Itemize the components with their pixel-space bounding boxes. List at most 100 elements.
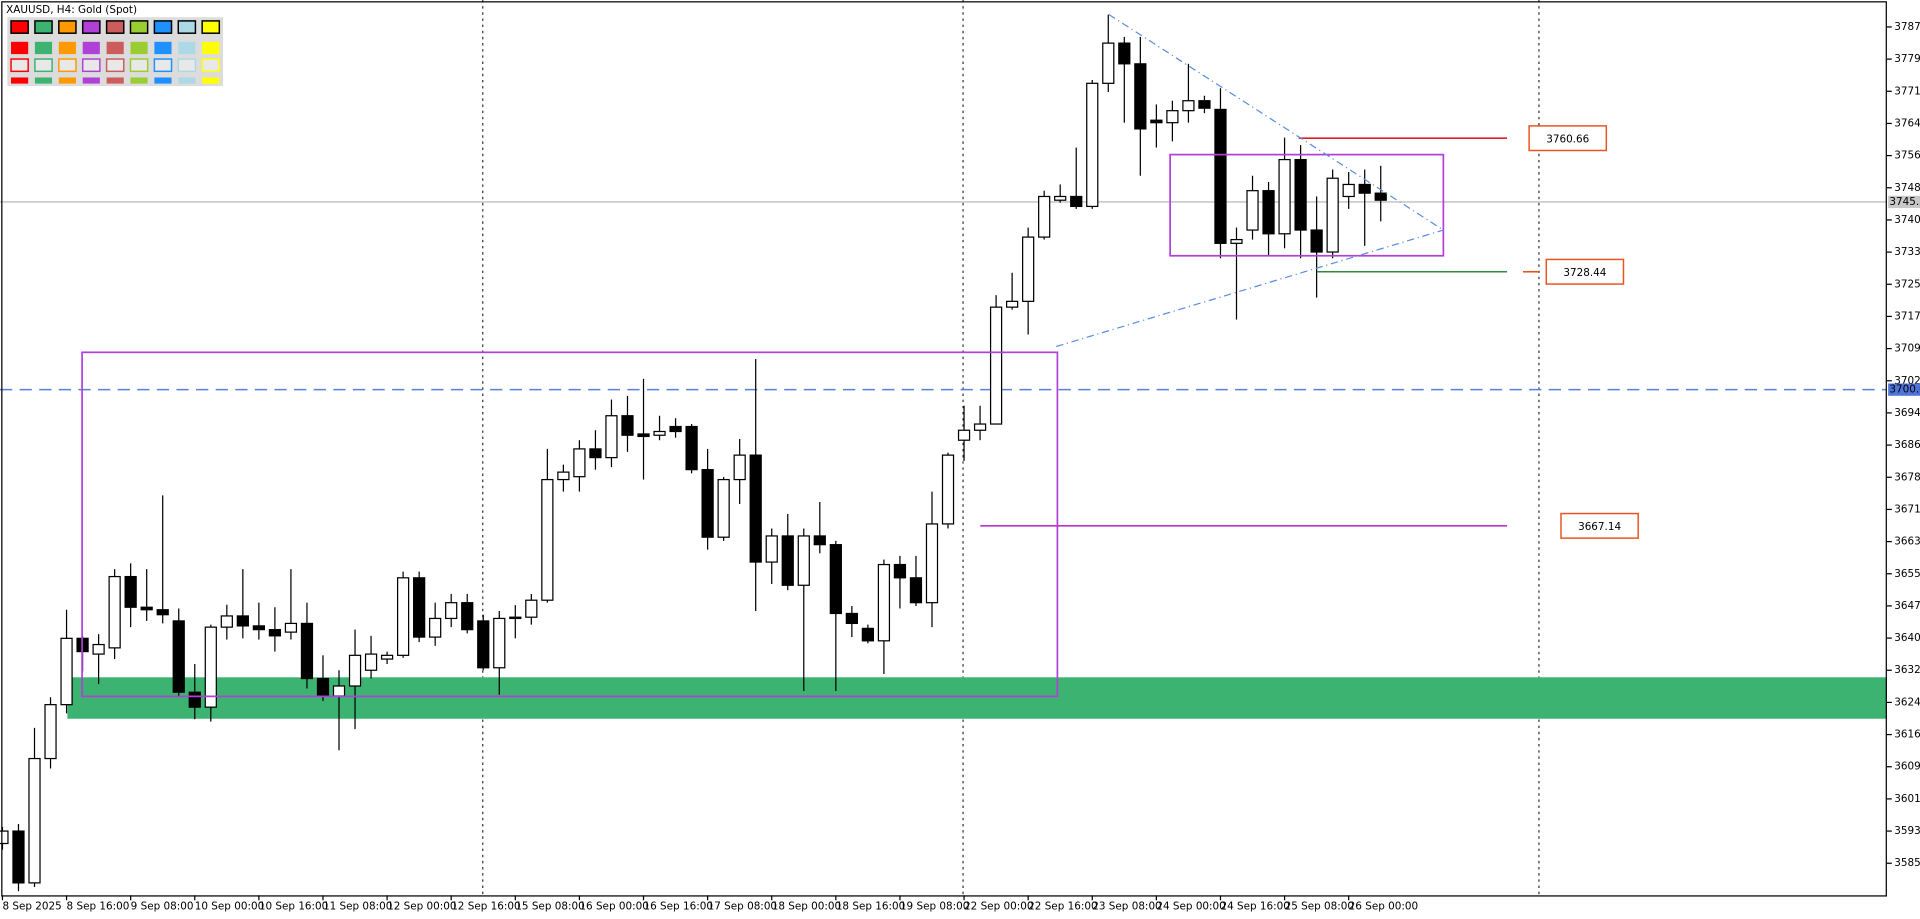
bear-candle	[1070, 195, 1083, 208]
palette-swatch[interactable]	[130, 77, 148, 84]
x-tick-label: 16 Sep 00:00	[579, 900, 648, 912]
palette-swatch[interactable]	[105, 58, 125, 73]
bear-candle	[781, 535, 794, 586]
bear-candle	[589, 448, 602, 459]
palette-swatch[interactable]	[10, 58, 29, 73]
bear-candle	[893, 563, 907, 579]
level-label: 3760.66	[1546, 133, 1589, 145]
bear-candle	[316, 677, 330, 697]
bear-candle	[12, 830, 25, 884]
palette-swatch[interactable]	[153, 20, 173, 34]
y-tick-label: 3717.66	[1894, 310, 1920, 322]
palette-swatch[interactable]	[202, 77, 220, 84]
bull-candle	[429, 617, 442, 638]
palette-swatch[interactable]	[177, 20, 197, 34]
palette-swatch[interactable]	[178, 77, 196, 84]
bull-candle	[525, 599, 538, 618]
y-tick-label: 3756.46	[1894, 150, 1920, 162]
palette-swatch[interactable]	[58, 77, 76, 84]
palette-swatch[interactable]	[177, 58, 197, 73]
bull-candle	[973, 423, 987, 431]
palette-swatch[interactable]	[129, 58, 149, 73]
overlays: 3760.66 3728.44 3667.14	[81, 13, 1639, 698]
bull-candle	[44, 704, 57, 760]
palette-swatch[interactable]	[105, 20, 125, 34]
x-tick-label: 12 Sep 00:00	[387, 900, 456, 912]
bear-candle	[637, 433, 650, 438]
palette-swatch[interactable]	[58, 20, 77, 34]
palette-swatch[interactable]	[154, 77, 172, 84]
bear-candle	[236, 615, 249, 627]
palette-swatch[interactable]	[11, 41, 29, 55]
y-tick-label: 3725.42	[1894, 278, 1920, 290]
palette-swatch[interactable]	[81, 58, 101, 73]
y-tick-label: 3655.58	[1894, 568, 1920, 580]
color-palette	[7, 17, 223, 87]
bear-candle	[1198, 100, 1211, 109]
palette-swatch[interactable]	[82, 41, 100, 55]
x-tick-label: 23 Sep 08:00	[1092, 900, 1161, 912]
palette-swatch[interactable]	[34, 41, 53, 55]
palette-swatch[interactable]	[178, 41, 196, 55]
bull-candle	[60, 637, 73, 706]
palette-swatch[interactable]	[82, 77, 100, 84]
x-tick-label: 16 Sep 16:00	[644, 900, 713, 912]
y-tick-label: 3748.70	[1894, 182, 1920, 194]
y-tick-label: 3671.10	[1894, 503, 1920, 515]
bull-candle	[493, 617, 506, 669]
palette-swatch[interactable]	[154, 41, 172, 55]
x-tick-label: 19 Sep 08:00	[900, 900, 969, 912]
chart-title: XAUUSD, H4: Gold (Spot)	[6, 4, 137, 16]
palette-swatch[interactable]	[11, 77, 29, 84]
palette-swatch[interactable]	[153, 58, 173, 73]
y-tick-label: 3709.90	[1894, 343, 1920, 355]
bear-candle	[909, 577, 923, 604]
palette-swatch[interactable]	[58, 41, 76, 55]
level-label-box	[1545, 258, 1625, 285]
palette-swatch[interactable]	[201, 20, 221, 34]
y-tick-label: 3632.30	[1894, 664, 1920, 676]
palette-swatch[interactable]	[34, 77, 53, 84]
bear-candle	[1310, 229, 1323, 253]
bull-candle	[925, 523, 939, 604]
palette-swatch[interactable]	[10, 20, 29, 34]
bear-candle	[156, 609, 169, 616]
palette-swatch[interactable]	[34, 20, 53, 34]
x-tick-label: 12 Sep 16:00	[451, 900, 520, 912]
palette-swatch[interactable]	[58, 58, 77, 73]
palette-swatch[interactable]	[202, 41, 220, 55]
palette-swatch[interactable]	[106, 77, 124, 84]
y-tick-label: 3678.86	[1894, 471, 1920, 483]
palette-swatch[interactable]	[129, 20, 149, 34]
x-tick-label: 24 Sep 00:00	[1156, 900, 1225, 912]
y-tick-label: 3616.78	[1894, 729, 1920, 741]
bull-candle	[1086, 82, 1099, 208]
x-tick-label: 24 Sep 16:00	[1220, 900, 1289, 912]
bull-candle	[445, 602, 458, 620]
y-tick-label: 3686.62	[1894, 439, 1920, 451]
bull-candle	[1182, 100, 1195, 112]
palette-swatch[interactable]	[130, 41, 148, 55]
bear-candle	[461, 602, 474, 631]
bull-candle	[541, 478, 554, 601]
y-tick-label: 3764.22	[1894, 117, 1920, 129]
bear-candle	[813, 535, 826, 546]
palette-swatch[interactable]	[106, 41, 124, 55]
bear-candle	[669, 425, 682, 433]
x-tick-label: 17 Sep 08:00	[708, 900, 777, 912]
bear-candle	[124, 575, 137, 608]
palette-swatch[interactable]	[201, 58, 221, 73]
x-tick-label: 22 Sep 00:00	[964, 900, 1033, 912]
bull-candle	[797, 535, 810, 586]
support-zone	[67, 677, 1887, 719]
bull-candle	[396, 577, 410, 656]
level-label: 3728.44	[1563, 267, 1606, 279]
bull-candle	[941, 454, 955, 525]
bull-candle	[765, 535, 778, 563]
bull-candle	[348, 654, 362, 687]
y-tick-label: 3640.06	[1894, 632, 1920, 644]
x-tick-label: 18 Sep 00:00	[772, 900, 841, 912]
palette-swatch[interactable]	[81, 20, 101, 34]
palette-swatch[interactable]	[34, 58, 53, 73]
